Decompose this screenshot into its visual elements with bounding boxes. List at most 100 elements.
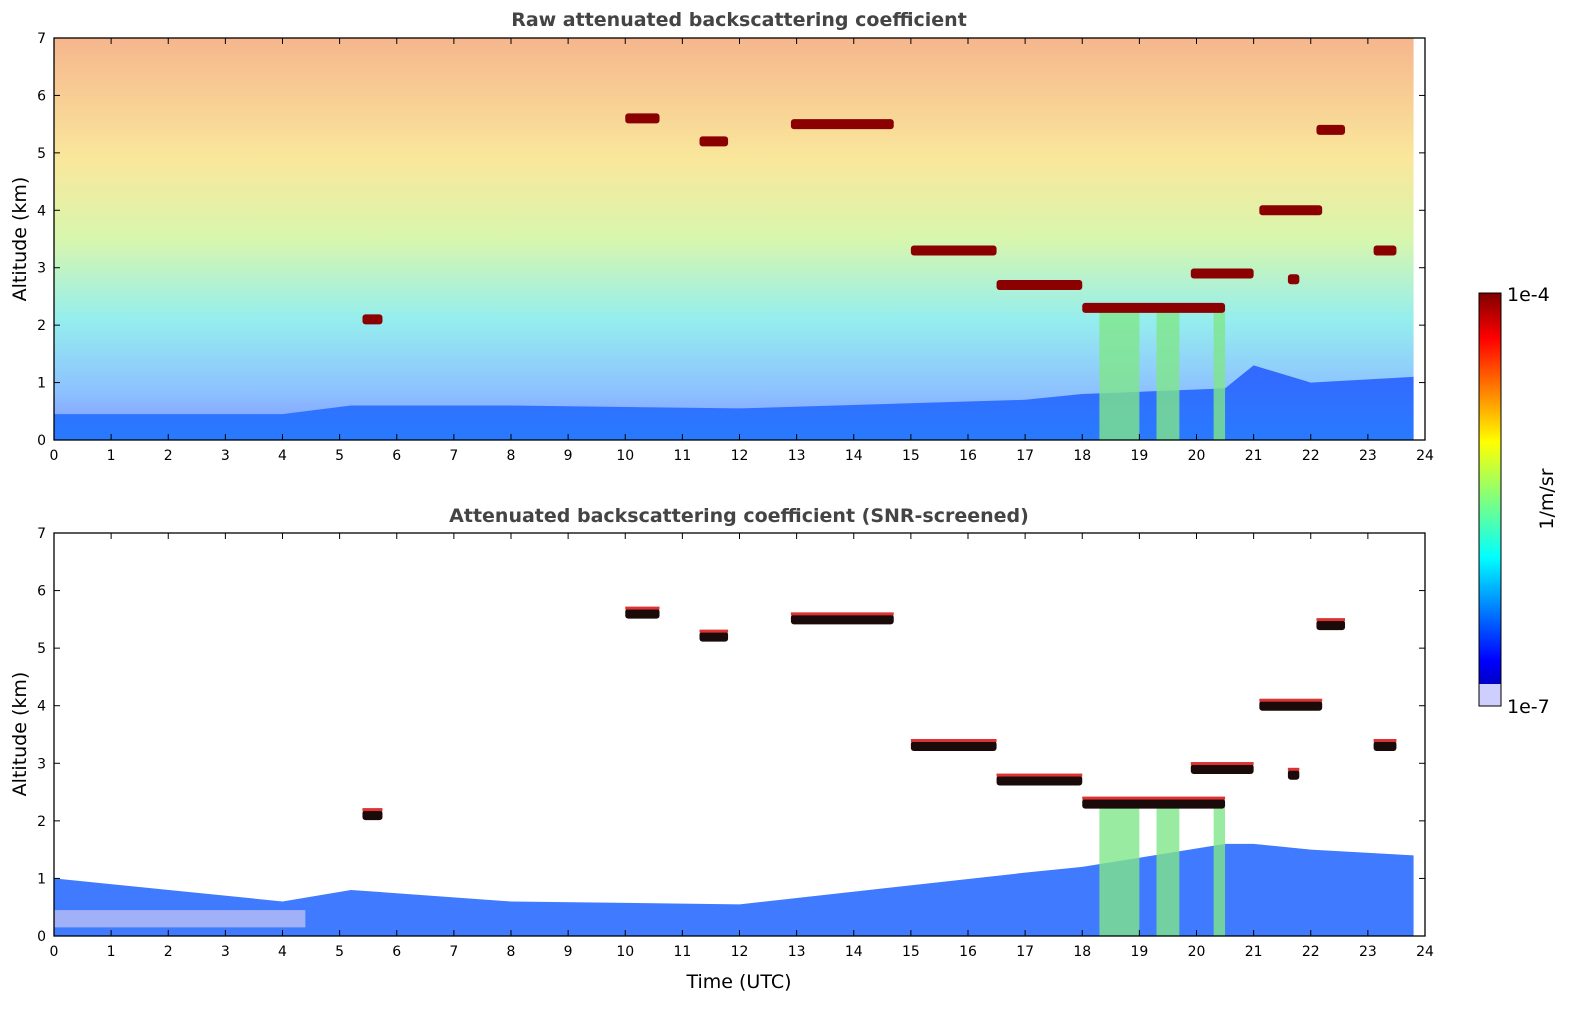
p1-xtick-label-19: 19 [1130, 944, 1148, 960]
p1-xtick-label-5: 5 [335, 944, 344, 960]
p1-cloud-edge-2 [699, 629, 729, 633]
p0-cloud-7 [1190, 268, 1254, 279]
panel-screened-plot-area [54, 606, 1414, 936]
p1-xtick-label-3: 3 [221, 944, 230, 960]
p0-xtick-label-24: 24 [1416, 448, 1434, 464]
p1-xtick-label-13: 13 [788, 944, 806, 960]
panel-raw-x-axis: 0 1 2 3 4 5 6 7 8 9 10 11 12 13 14 15 16 17 18 19 20 21 22 23 24 [50, 38, 1434, 464]
panel-raw-title: Raw attenuated backscattering coefficien… [511, 9, 967, 31]
p1-cloud-edge-8 [1259, 698, 1323, 702]
p0-ytick-label-1: 1 [37, 376, 46, 392]
p0-xtick-label-1: 1 [107, 448, 116, 464]
p0-cloud-6 [1082, 302, 1226, 313]
p1-cloud-4 [910, 741, 997, 752]
p0-xtick-label-9: 9 [564, 448, 573, 464]
panel-screened-signal-region [54, 843, 1414, 936]
p0-xtick-label-7: 7 [449, 448, 458, 464]
panel-screened-precip-streak-0 [1099, 803, 1140, 936]
panel-raw-boundary-layer [54, 365, 1414, 440]
colorbar: 1e-4 1e-7 1/m/sr [1478, 284, 1558, 718]
p0-ytick-label-6: 6 [37, 88, 46, 104]
p1-ytick-label-1: 1 [37, 871, 46, 887]
p0-cloud-11 [1373, 245, 1397, 256]
p0-xtick-label-16: 16 [959, 448, 977, 464]
panel-screened-precip-streak-1 [1156, 803, 1180, 936]
p1-xtick-label-17: 17 [1016, 944, 1034, 960]
p0-xtick-label-0: 0 [50, 448, 59, 464]
p0-cloud-2 [699, 136, 729, 147]
panel-raw-plot-area [54, 38, 1414, 440]
p1-xtick-label-18: 18 [1073, 944, 1091, 960]
p1-xtick-label-22: 22 [1302, 944, 1320, 960]
p1-ytick-label-2: 2 [37, 814, 46, 830]
p1-xtick-label-20: 20 [1188, 944, 1206, 960]
panel-screened-title: Attenuated backscattering coefficient (S… [449, 505, 1029, 527]
panel-screened-x-axis: 0 1 2 3 4 5 6 7 8 9 10 11 12 13 14 15 16 17 18 19 20 21 22 23 24 [50, 533, 1434, 960]
p0-xtick-label-19: 19 [1130, 448, 1148, 464]
p1-ytick-label-0: 0 [37, 929, 46, 945]
p1-cloud-edge-4 [910, 739, 997, 743]
p1-cloud-edge-10 [1316, 618, 1346, 622]
p1-xtick-label-24: 24 [1416, 944, 1434, 960]
colorbar-unit-label: 1/m/sr [1536, 468, 1558, 529]
p0-xtick-label-17: 17 [1016, 448, 1034, 464]
p1-xtick-label-0: 0 [50, 944, 59, 960]
panel-screened-precip-streak-2 [1213, 803, 1226, 936]
p1-ytick-label-6: 6 [37, 584, 46, 600]
p1-xtick-label-21: 21 [1245, 944, 1263, 960]
p1-xtick-label-10: 10 [616, 944, 634, 960]
colorbar-under-swatch [1479, 684, 1501, 706]
p1-cloud-edge-11 [1373, 739, 1397, 743]
x-axis-label: Time (UTC) [685, 971, 791, 993]
p0-cloud-10 [1316, 124, 1346, 135]
p1-cloud-6 [1082, 798, 1226, 809]
panel-raw-noise-field [54, 38, 1414, 440]
p0-xtick-label-3: 3 [221, 448, 230, 464]
p1-ytick-label-3: 3 [37, 756, 46, 772]
p0-xtick-label-14: 14 [845, 448, 863, 464]
panel-screened-ylabel: Altitude (km) [9, 672, 31, 797]
colorbar-gradient [1479, 293, 1501, 706]
p0-cloud-1 [625, 113, 660, 124]
p1-xtick-label-2: 2 [164, 944, 173, 960]
p1-ytick-label-4: 4 [37, 699, 46, 715]
p1-cloud-edge-1 [625, 606, 660, 610]
panel-raw-y-axis: 0 1 2 3 4 5 6 7 [37, 31, 1425, 449]
p1-xtick-label-1: 1 [107, 944, 116, 960]
panel-raw-ylabel: Altitude (km) [9, 177, 31, 302]
p0-ytick-label-4: 4 [37, 203, 46, 219]
p1-cloud-5 [996, 775, 1083, 786]
p1-cloud-11 [1373, 741, 1397, 752]
p0-xtick-label-10: 10 [616, 448, 634, 464]
p0-xtick-label-20: 20 [1188, 448, 1206, 464]
panel-raw-precip-streak-2 [1213, 307, 1226, 440]
p0-xtick-label-8: 8 [507, 448, 516, 464]
colorbar-max-label: 1e-4 [1507, 284, 1550, 306]
p0-cloud-4 [910, 245, 997, 256]
p1-xtick-label-23: 23 [1359, 944, 1377, 960]
p0-xtick-label-21: 21 [1245, 448, 1263, 464]
p1-xtick-label-4: 4 [278, 944, 287, 960]
p1-cloud-8 [1259, 700, 1323, 711]
p0-xtick-label-4: 4 [278, 448, 287, 464]
p0-ytick-label-3: 3 [37, 261, 46, 277]
p1-cloud-7 [1190, 764, 1254, 775]
p1-ytick-label-5: 5 [37, 641, 46, 657]
p1-xtick-label-8: 8 [507, 944, 516, 960]
colorbar-frame [1478, 292, 1502, 707]
p0-xtick-label-15: 15 [902, 448, 920, 464]
p0-xtick-label-6: 6 [392, 448, 401, 464]
p0-cloud-9 [1287, 274, 1300, 285]
p0-xtick-label-12: 12 [731, 448, 749, 464]
p1-xtick-label-14: 14 [845, 944, 863, 960]
panel-screened-lowlevel-band [54, 910, 306, 928]
panel-screened-y-axis: 0 1 2 3 4 5 6 7 [37, 526, 1425, 945]
colorbar-min-label: 1e-7 [1507, 696, 1550, 718]
panel-raw: Raw attenuated backscattering coefficien… [9, 9, 1434, 464]
p0-cloud-0 [362, 314, 383, 325]
p0-ytick-label-2: 2 [37, 318, 46, 334]
p1-cloud-0 [362, 810, 383, 821]
p1-cloud-edge-6 [1082, 796, 1226, 800]
p1-cloud-edge-7 [1190, 762, 1254, 766]
